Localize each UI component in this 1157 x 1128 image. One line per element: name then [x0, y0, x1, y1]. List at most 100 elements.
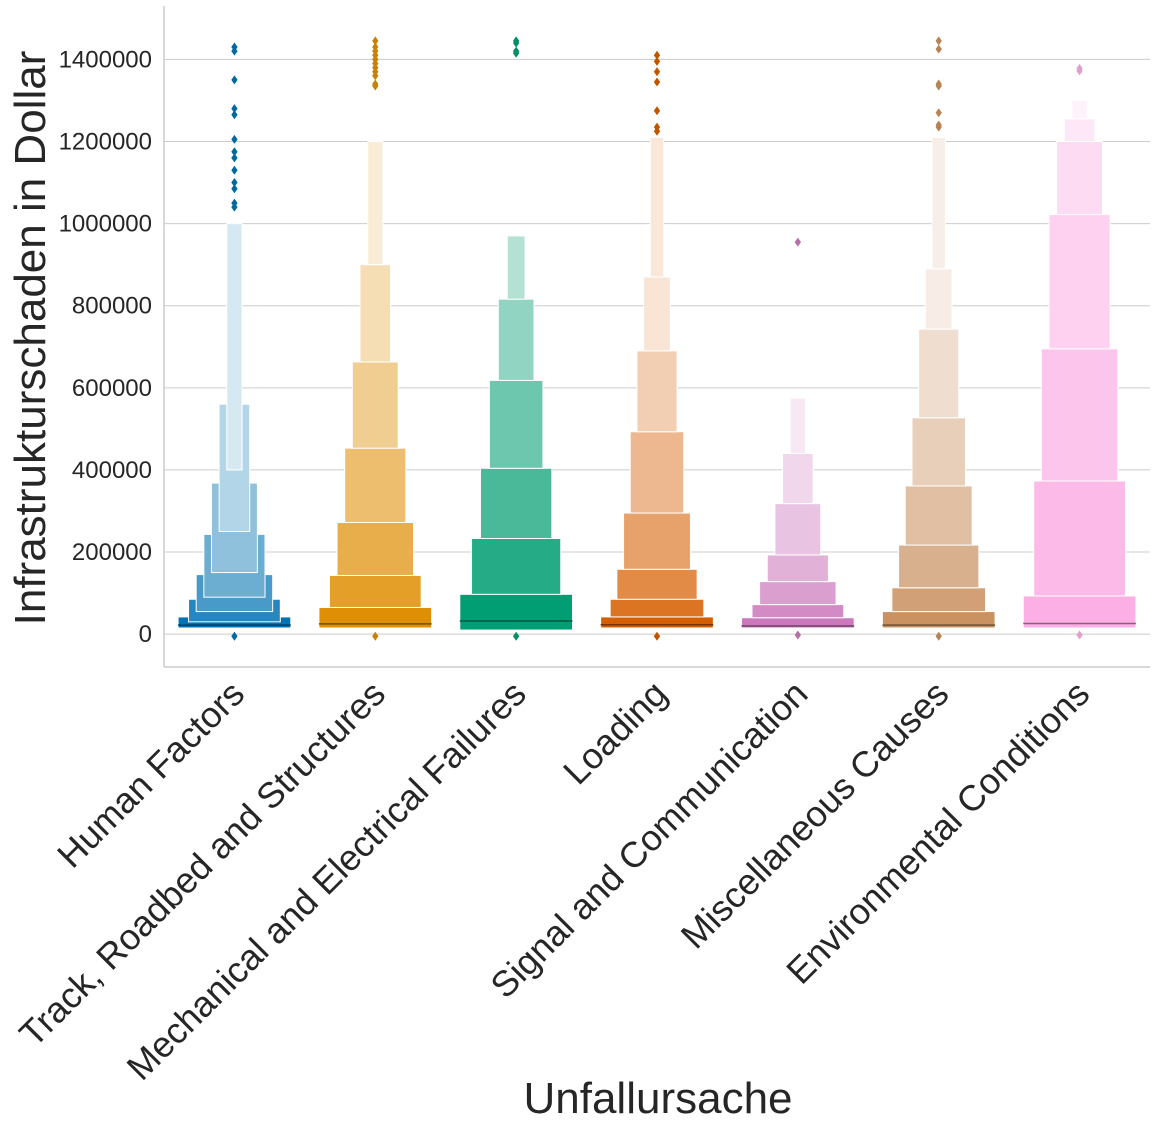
boxen-box	[609, 598, 705, 618]
outlier-point	[794, 630, 802, 640]
boxen-box	[1071, 99, 1088, 120]
outlier-point	[653, 56, 661, 66]
boxen-box	[918, 328, 960, 419]
outlier-point	[653, 67, 661, 77]
outlier-point	[372, 71, 379, 81]
boxen-box	[789, 397, 807, 455]
boxen-box	[911, 417, 966, 487]
boxen-group	[1022, 63, 1137, 640]
outlier-point	[372, 631, 379, 641]
outlier-point	[231, 178, 238, 188]
boxen-box	[629, 431, 685, 514]
boxen-box	[459, 593, 573, 631]
y-tick-label: 200000	[72, 539, 152, 566]
y-tick-label: 1200000	[59, 128, 152, 155]
boxen-group	[459, 36, 573, 641]
outlier-point	[231, 631, 238, 641]
x-tick-label: Miscellaneous Causes	[673, 673, 957, 957]
outlier-point	[794, 237, 802, 247]
outlier-point	[231, 134, 238, 144]
outlier-point	[935, 44, 942, 54]
boxen-box	[616, 568, 698, 600]
boxen-box	[623, 512, 691, 570]
x-tick-label: Environmental Conditions	[778, 673, 1097, 992]
outlier-point	[653, 77, 661, 87]
outlier-point	[653, 126, 661, 136]
boxen-box	[1048, 214, 1111, 350]
outlier-point	[231, 75, 238, 85]
boxen-box	[751, 604, 845, 619]
boxen-box	[328, 574, 422, 608]
y-tick-label: 1000000	[59, 211, 152, 238]
boxen-box	[367, 140, 384, 266]
boxen-box	[774, 503, 822, 556]
y-axis-title: Infrastrukturschaden in Dollar	[6, 51, 55, 626]
boxen-group	[318, 36, 433, 641]
boxen-group	[600, 50, 714, 641]
boxen-box	[898, 544, 980, 589]
outlier-point	[231, 110, 238, 120]
boxen-box	[488, 379, 544, 469]
boxen-box	[226, 223, 243, 471]
boxen-box	[497, 298, 535, 381]
outlier-point	[935, 81, 942, 91]
outlier-point	[935, 108, 942, 118]
boxen-box	[359, 264, 392, 363]
outlier-point	[653, 106, 661, 116]
outlier-point	[653, 50, 661, 60]
outlier-point	[231, 147, 238, 157]
boxen-box	[759, 581, 837, 606]
boxen-box	[931, 136, 946, 270]
boxen-box	[344, 447, 407, 523]
boxen-group	[177, 42, 292, 641]
outlier-point	[231, 165, 238, 175]
outlier-point	[935, 36, 942, 46]
boxen-box	[782, 453, 814, 505]
boxen-groups	[177, 36, 1137, 641]
outlier-point	[653, 631, 661, 641]
boxen-box	[643, 276, 671, 352]
boxen-box	[1022, 595, 1137, 629]
boxen-group	[881, 36, 996, 641]
boxen-box	[636, 350, 678, 433]
boxen-box	[924, 268, 953, 330]
y-tick-labels: 0 200000 400000 600000 800000 1000000 1200000 1…	[59, 46, 152, 648]
boxen-box	[1040, 348, 1119, 482]
outlier-point	[231, 46, 238, 56]
outlier-point	[512, 48, 520, 58]
boxen-box	[891, 587, 987, 613]
boxen-box	[600, 616, 714, 629]
outlier-point	[231, 153, 238, 163]
y-tick-label: 800000	[72, 293, 152, 320]
outlier-point	[231, 104, 238, 114]
x-tick-label: Loading	[555, 673, 675, 793]
outlier-point	[1076, 630, 1083, 640]
boxen-box	[1033, 480, 1126, 597]
outlier-point	[231, 202, 238, 212]
axes	[163, 6, 1150, 668]
outlier-point	[231, 184, 238, 194]
boxen-box	[1056, 140, 1104, 216]
outlier-point	[512, 38, 520, 48]
outlier-point	[372, 36, 379, 46]
y-tick-label: 400000	[72, 457, 152, 484]
boxen-box	[471, 537, 562, 595]
boxen-box	[479, 467, 553, 539]
boxen-group	[741, 237, 855, 640]
boxen-box	[904, 485, 973, 546]
boxen-box	[351, 361, 399, 449]
boxen-box	[336, 521, 415, 576]
boxen-box	[318, 606, 433, 629]
outlier-point	[372, 81, 379, 91]
y-tick-label: 0	[139, 621, 152, 648]
outlier-point	[1076, 66, 1083, 76]
outlier-point	[512, 631, 520, 641]
boxen-box	[506, 235, 526, 300]
boxen-box	[766, 554, 829, 583]
x-axis-title: Unfallursache	[523, 1074, 792, 1123]
outlier-point	[935, 631, 942, 641]
y-tick-label: 600000	[72, 375, 152, 402]
boxen-box	[649, 136, 665, 278]
